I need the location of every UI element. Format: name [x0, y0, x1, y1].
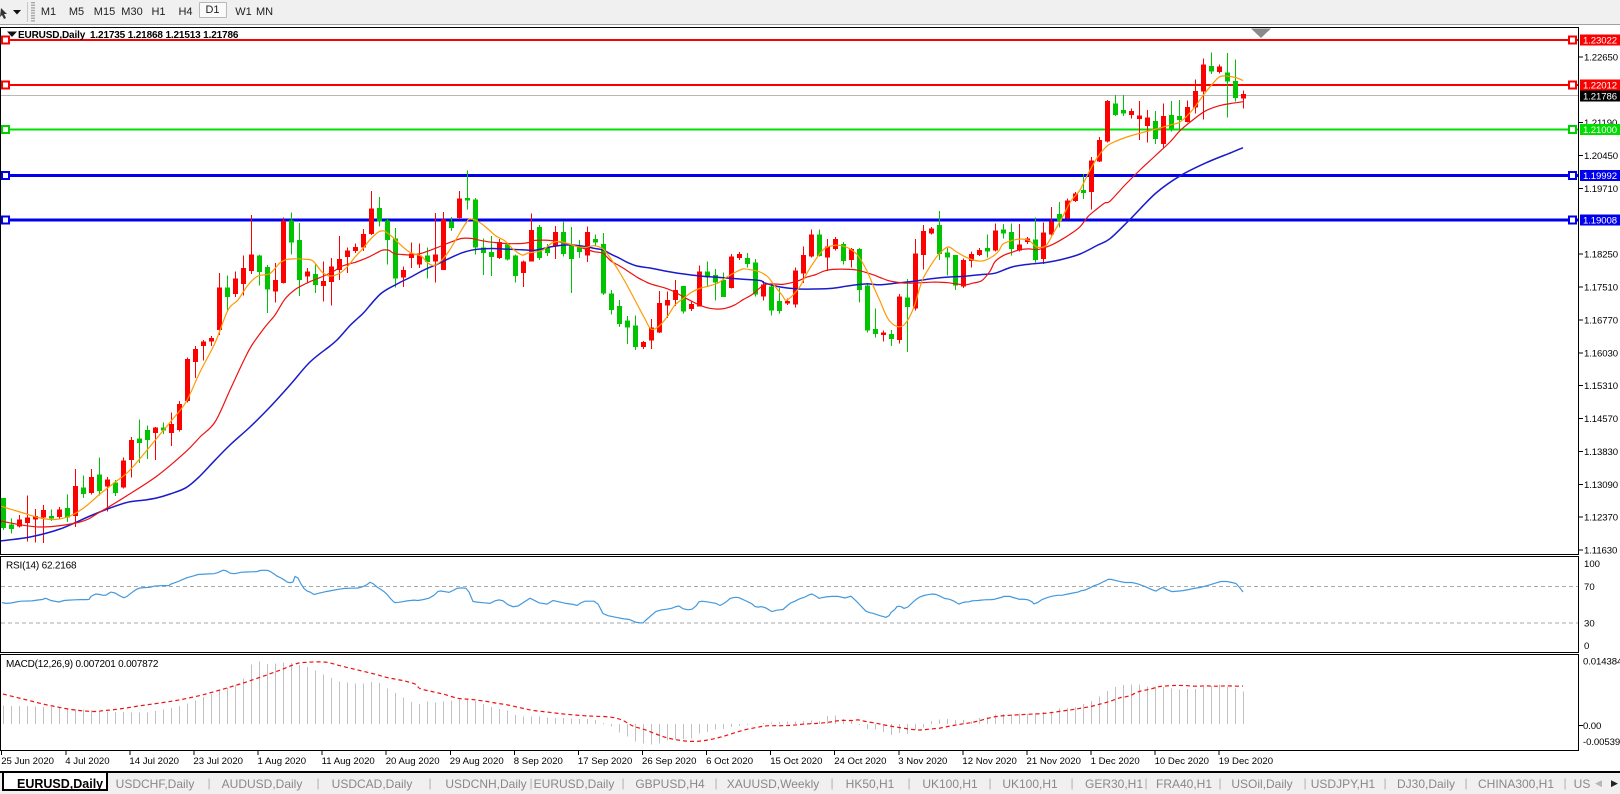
- svg-text:0.00: 0.00: [1583, 721, 1601, 732]
- svg-text:0: 0: [1584, 641, 1589, 652]
- svg-text:-0.005396: -0.005396: [1583, 737, 1620, 748]
- svg-text:1.23022: 1.23022: [1583, 36, 1617, 47]
- svg-text:1.18250: 1.18250: [1584, 249, 1618, 260]
- svg-text:EURUSD,Daily: EURUSD,Daily: [18, 30, 86, 41]
- svg-text:RSI(14) 62.2168: RSI(14) 62.2168: [6, 561, 77, 572]
- svg-text:70: 70: [1584, 582, 1595, 593]
- svg-text:1.19992: 1.19992: [1583, 171, 1617, 182]
- svg-text:1.11630: 1.11630: [1584, 545, 1617, 556]
- svg-text:23 Jul 2020: 23 Jul 2020: [193, 756, 243, 767]
- svg-text:1.21190: 1.21190: [1584, 118, 1617, 129]
- svg-text:15 Oct 2020: 15 Oct 2020: [770, 756, 822, 767]
- svg-text:1.22012: 1.22012: [1583, 81, 1617, 92]
- svg-text:1.19710: 1.19710: [1584, 184, 1618, 195]
- svg-text:21 Nov 2020: 21 Nov 2020: [1027, 756, 1081, 767]
- svg-text:17 Sep 2020: 17 Sep 2020: [578, 756, 632, 767]
- svg-text:10 Dec 2020: 10 Dec 2020: [1155, 756, 1209, 767]
- svg-text:1.16770: 1.16770: [1584, 316, 1618, 327]
- svg-text:1.13090: 1.13090: [1584, 480, 1618, 491]
- svg-text:26 Sep 2020: 26 Sep 2020: [642, 756, 696, 767]
- svg-text:1.16030: 1.16030: [1584, 349, 1618, 360]
- svg-text:1.17510: 1.17510: [1584, 282, 1618, 293]
- svg-text:1.21786: 1.21786: [1583, 92, 1617, 103]
- svg-text:1.12370: 1.12370: [1584, 512, 1618, 523]
- svg-text:1.22650: 1.22650: [1584, 53, 1618, 64]
- svg-text:1.14570: 1.14570: [1584, 414, 1618, 425]
- svg-text:6 Oct 2020: 6 Oct 2020: [706, 756, 753, 767]
- svg-text:25 Jun 2020: 25 Jun 2020: [1, 756, 54, 767]
- svg-text:100: 100: [1584, 559, 1600, 570]
- svg-text:19 Dec 2020: 19 Dec 2020: [1219, 756, 1273, 767]
- svg-text:4 Jul 2020: 4 Jul 2020: [65, 756, 109, 767]
- svg-text:11 Aug 2020: 11 Aug 2020: [322, 756, 375, 767]
- svg-text:14 Jul 2020: 14 Jul 2020: [129, 756, 179, 767]
- svg-text:8 Sep 2020: 8 Sep 2020: [514, 756, 563, 767]
- svg-text:MACD(12,26,9) 0.007201 0.00787: MACD(12,26,9) 0.007201 0.007872: [6, 659, 159, 670]
- svg-text:20 Aug 2020: 20 Aug 2020: [386, 756, 440, 767]
- svg-text:1.19008: 1.19008: [1583, 216, 1617, 227]
- svg-text:1.20450: 1.20450: [1584, 151, 1618, 162]
- svg-text:1 Aug 2020: 1 Aug 2020: [258, 756, 307, 767]
- svg-text:30: 30: [1584, 619, 1595, 630]
- svg-text:24 Oct 2020: 24 Oct 2020: [834, 756, 886, 767]
- svg-text:1 Dec 2020: 1 Dec 2020: [1091, 756, 1140, 767]
- svg-text:12 Nov 2020: 12 Nov 2020: [962, 756, 1016, 767]
- svg-text:0.014384: 0.014384: [1583, 656, 1620, 667]
- svg-text:3 Nov 2020: 3 Nov 2020: [898, 756, 947, 767]
- svg-text:1.15310: 1.15310: [1584, 381, 1618, 392]
- svg-text:29 Aug 2020: 29 Aug 2020: [450, 756, 504, 767]
- svg-text:1.13830: 1.13830: [1584, 447, 1618, 458]
- svg-text:1.21735 1.21868 1.21513 1.2178: 1.21735 1.21868 1.21513 1.21786: [90, 30, 239, 41]
- svg-text:1.21000: 1.21000: [1583, 125, 1617, 136]
